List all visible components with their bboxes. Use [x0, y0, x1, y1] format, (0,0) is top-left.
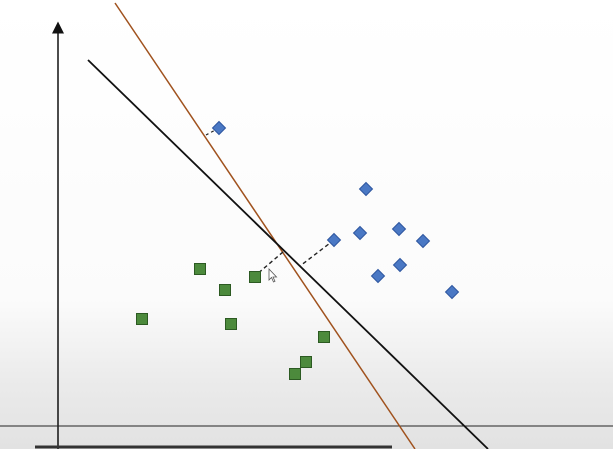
- square-point-5: [225, 318, 237, 330]
- square-point-3: [219, 284, 231, 296]
- square-point-7: [300, 356, 312, 368]
- square-point-1: [194, 263, 206, 275]
- diamond-point-4: [391, 221, 407, 237]
- square-point-2: [249, 271, 261, 283]
- mouse-pointer-icon: [268, 268, 278, 283]
- diamond-point-2: [358, 181, 374, 197]
- diamond-point-8: [392, 257, 408, 273]
- data-points: [136, 120, 460, 380]
- diamond-point-5: [415, 233, 431, 249]
- diamond-point-9: [444, 284, 460, 300]
- diamond-point-7: [370, 268, 386, 284]
- square-point-4: [136, 313, 148, 325]
- diamond-point-3: [352, 225, 368, 241]
- black-separator-line: [87, 59, 489, 449]
- square-point-6: [318, 331, 330, 343]
- square-point-8: [289, 368, 301, 380]
- margin-dash-diamond: [299, 239, 335, 267]
- brown-separator-line: [114, 2, 416, 449]
- diamond-point-6: [326, 232, 342, 248]
- diamond-point-1: [211, 120, 227, 136]
